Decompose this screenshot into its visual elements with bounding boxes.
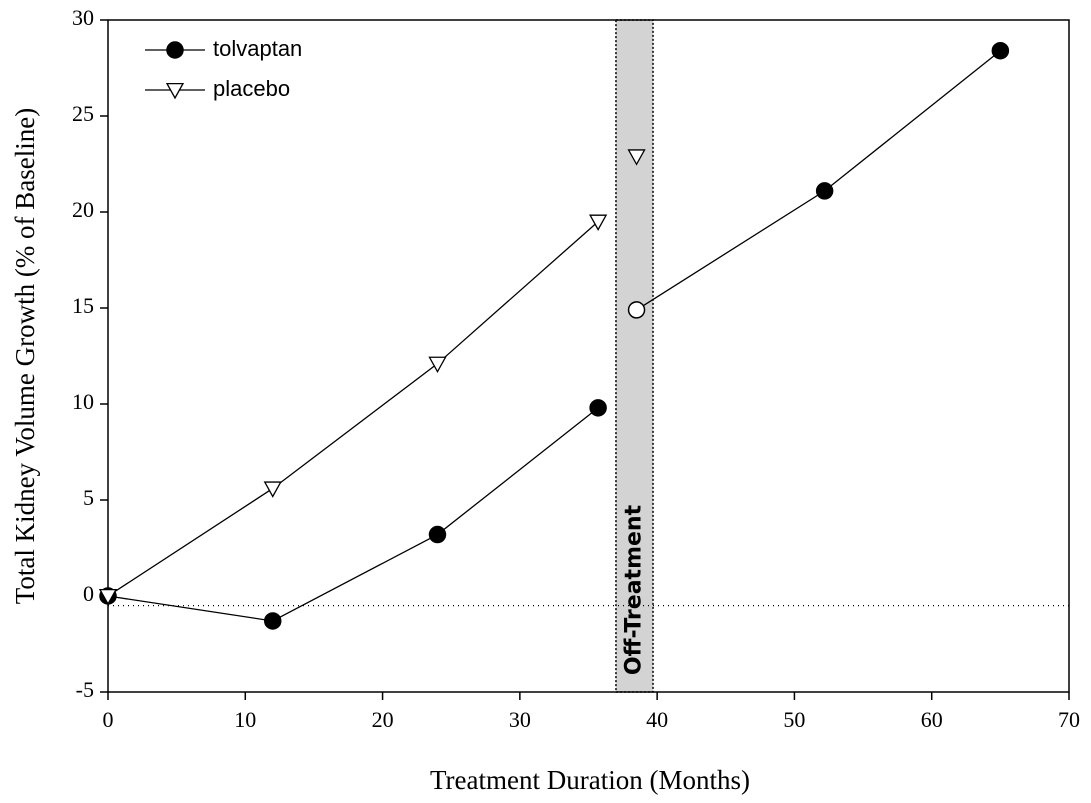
legend-marker [166, 41, 184, 59]
series-line [107, 407, 599, 622]
band-label: Off-Treatment [621, 504, 646, 675]
y-tick-label: 20 [72, 197, 94, 222]
x-tick-label: 70 [1058, 707, 1080, 732]
x-tick-label: 50 [783, 707, 805, 732]
y-tick-label: -5 [76, 677, 94, 702]
marker [589, 399, 607, 417]
marker [815, 182, 834, 200]
marker [428, 525, 447, 544]
x-tick-label: 30 [509, 707, 531, 732]
y-tick-label: 30 [72, 5, 94, 30]
series-line [107, 221, 599, 597]
y-tick-label: 25 [72, 101, 94, 126]
x-tick-label: 60 [921, 707, 943, 732]
y-tick-label: 5 [83, 485, 94, 510]
x-tick-label: 20 [372, 707, 394, 732]
x-tick-label: 10 [234, 707, 256, 732]
plot-frame [107, 19, 1070, 693]
off-treatment-band [615, 19, 654, 693]
marker [98, 588, 118, 606]
series-line [636, 50, 1001, 311]
marker [263, 612, 282, 630]
x-tick-label: 0 [103, 707, 114, 732]
y-tick-label: 15 [72, 293, 94, 318]
x-tick-label: 40 [646, 707, 668, 732]
marker [991, 41, 1010, 60]
x-axis-title: Treatment Duration (Months) [430, 765, 750, 795]
marker [428, 356, 447, 374]
y-axis-title: Total Kidney Volume Growth (% of Baselin… [10, 108, 40, 605]
marker [627, 149, 646, 166]
y-tick-label: 10 [72, 389, 94, 414]
y-tick-label: 0 [83, 581, 94, 606]
marker [263, 481, 282, 498]
legend-label: placebo [213, 76, 290, 101]
marker [627, 301, 646, 319]
marker [589, 214, 608, 231]
legend-label: tolvaptan [213, 36, 302, 61]
legend-marker [165, 82, 185, 100]
